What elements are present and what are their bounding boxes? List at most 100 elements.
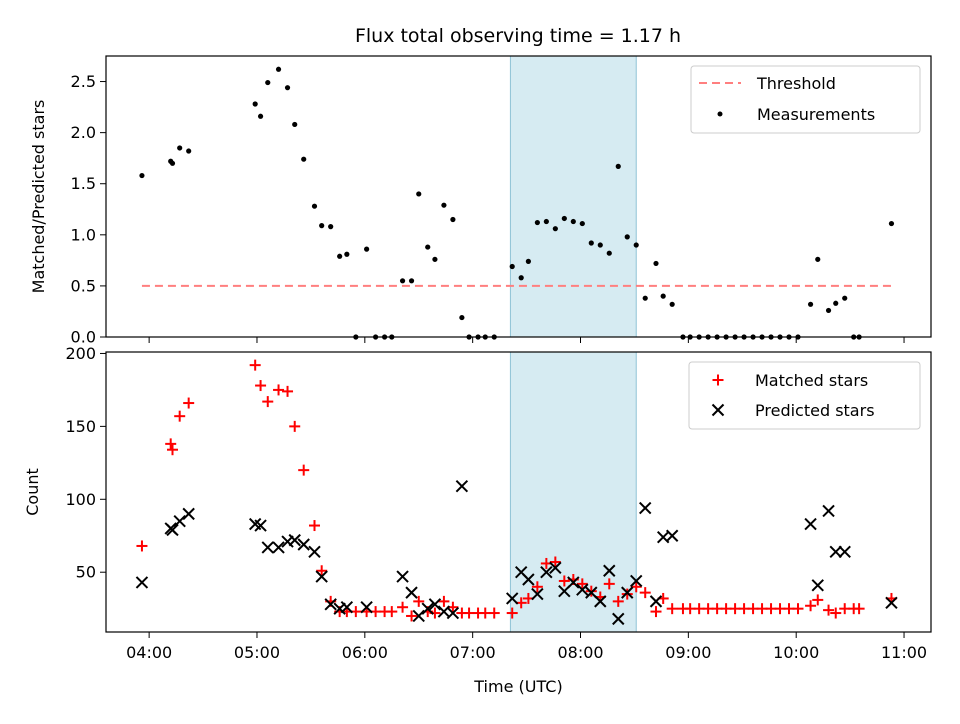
predicted-point <box>506 592 519 605</box>
observing-window-span <box>509 55 637 338</box>
matched-point <box>603 578 615 590</box>
predicted-point <box>396 570 409 583</box>
measurement-point <box>450 216 456 223</box>
measurement-point <box>292 121 298 128</box>
x-tick-label: 11:00 <box>881 643 927 662</box>
measurement-point <box>186 148 192 154</box>
measurement-point <box>570 218 576 225</box>
legend-threshold-label: Threshold <box>756 74 836 93</box>
measurement-point <box>399 278 406 284</box>
predicted-point <box>315 570 328 583</box>
predicted-point <box>630 574 643 588</box>
matched-point <box>621 588 633 600</box>
x-tick-label: 09:00 <box>665 643 711 662</box>
measurement-point <box>660 293 666 299</box>
legend-box <box>688 361 921 430</box>
legend-measurements-swatch <box>717 111 723 117</box>
predicted-point <box>173 514 186 528</box>
predicted-point <box>135 576 149 589</box>
predicted-point <box>594 595 607 608</box>
x-axis-label: Time (UTC) <box>473 677 562 696</box>
x-tick-label: 06:00 <box>342 643 388 662</box>
measurement-point <box>425 244 431 250</box>
predicted-point <box>885 596 898 610</box>
y-axis-label-top: Matched/Predicted stars <box>29 100 48 294</box>
measurement-point <box>169 160 176 166</box>
measurement-point <box>509 263 515 270</box>
predicted-point <box>297 538 310 551</box>
predicted-point <box>549 561 562 575</box>
measurement-point <box>257 113 264 119</box>
y-tick-label: 150 <box>65 417 96 436</box>
plot-frame-top <box>105 55 932 338</box>
x-tick-label: 10:00 <box>773 643 819 662</box>
measurement-point <box>319 223 325 229</box>
matched-point <box>413 595 425 607</box>
x-axis-ticks-top <box>148 337 905 343</box>
measurement-point <box>669 301 675 307</box>
matched-point <box>576 578 588 590</box>
predicted-point <box>567 576 580 589</box>
measurement-point <box>252 101 258 107</box>
predicted-point <box>540 566 553 579</box>
matched-point <box>308 520 320 532</box>
predicted-point <box>428 598 442 611</box>
predicted-point <box>412 609 425 623</box>
measurement-point <box>624 234 630 240</box>
matched-point <box>183 397 195 409</box>
matched-point <box>174 410 186 422</box>
x-tick-label: 04:00 <box>126 643 172 662</box>
matched-point <box>136 540 148 552</box>
measurement-point <box>633 242 639 248</box>
matched-point <box>639 587 651 599</box>
predicted-point <box>421 602 434 615</box>
matched-point <box>812 594 824 606</box>
legend-box <box>690 65 921 134</box>
matched-point <box>853 603 865 615</box>
measurement-point <box>815 256 821 262</box>
predicted-point <box>603 564 616 577</box>
measurement-point <box>284 85 291 91</box>
y-tick-label: 1.0 <box>71 225 96 244</box>
legend-matched-swatch <box>712 374 724 386</box>
matched-point <box>792 603 804 615</box>
predicted-point <box>621 586 634 599</box>
legend-matched-label: Matched stars <box>755 371 868 390</box>
observing-window-span <box>509 351 637 633</box>
matched-point <box>273 384 285 396</box>
measurement-point <box>311 203 318 209</box>
y-tick-label: 2.5 <box>71 72 96 91</box>
matched-point <box>488 607 500 619</box>
predicted-point <box>455 479 469 493</box>
measurement-point <box>642 295 648 301</box>
matched-point <box>612 595 624 607</box>
predicted-point <box>446 606 460 620</box>
measurement-point <box>344 251 350 257</box>
measurement-point <box>597 242 603 248</box>
measurement-point <box>825 307 832 314</box>
measurement-point <box>432 256 438 262</box>
plot-frame-bottom <box>105 351 932 633</box>
matched-point <box>438 595 450 607</box>
matched-point <box>255 380 267 392</box>
measurement-point <box>579 220 585 227</box>
predicted-point <box>649 595 663 608</box>
matched-point <box>830 607 842 619</box>
y-tick-label: 50 <box>76 563 96 582</box>
predicted-point <box>612 612 625 626</box>
measurement-point <box>328 224 334 230</box>
y-tick-label: 100 <box>65 490 96 509</box>
predicted-point <box>829 545 842 558</box>
measurement-point <box>833 300 839 306</box>
x-axis-ticks-bottom: 04:00 05:00 06:00 07:00 08:00 09:00 10:00 11:00 <box>126 632 927 662</box>
measurement-point <box>561 215 567 222</box>
predicted-point <box>308 545 321 558</box>
measurement-point <box>408 278 415 284</box>
predicted-point <box>576 583 589 596</box>
predicted-point <box>288 533 301 547</box>
matched-point <box>289 420 301 432</box>
legend-bottom: Matched stars Predicted stars <box>688 361 921 430</box>
measurement-point <box>543 218 549 225</box>
matched-point <box>282 385 294 397</box>
matched-point <box>823 604 835 616</box>
